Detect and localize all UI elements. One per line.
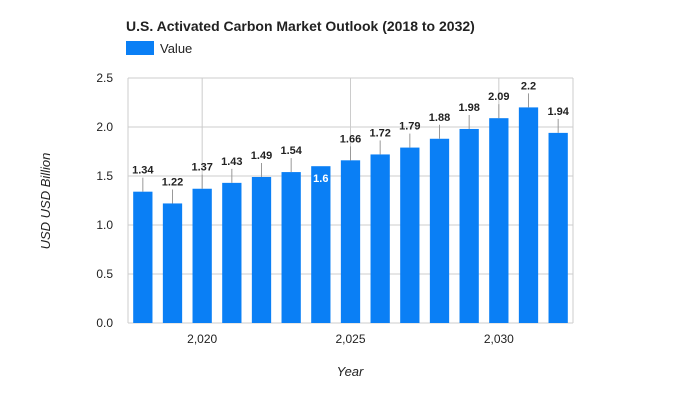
x-axis-ticks: 2,020 2,025 2,030 [187,332,514,346]
bar [489,118,509,324]
x-axis-title: Year [337,364,364,379]
bar [133,191,153,323]
y-tick-label: 2.5 [96,71,113,85]
y-tick-label: 1.0 [96,218,113,232]
bar [429,138,450,323]
bar [340,160,361,323]
legend-label: Value [160,40,193,56]
data-label: 1.37 [191,162,212,174]
y-axis-title: USD USD Billion [38,153,53,250]
data-label: 1.66 [340,133,361,145]
data-label: 1.54 [280,145,302,157]
bar [370,154,390,323]
bars [133,107,568,324]
y-tick-label: 0.0 [96,316,113,330]
bar [459,128,479,323]
data-label: 1.88 [429,112,450,124]
bar [192,188,212,323]
bar [251,176,272,323]
bar [548,132,568,323]
data-label: 1.49 [251,150,272,162]
bar [518,107,539,324]
legend: Value [126,40,192,56]
y-tick-label: 1.5 [96,169,113,183]
bar [281,172,301,323]
bar [162,203,183,323]
y-tick-label: 2.0 [96,120,113,134]
data-label: 1.6 [313,173,328,185]
data-label: 1.43 [221,156,242,168]
data-label: 1.94 [547,106,569,118]
bar [311,166,331,323]
data-label: 2.09 [488,91,509,103]
data-label: 1.72 [369,127,390,139]
x-tick-label: 2,030 [484,332,514,346]
data-label: 1.98 [458,102,479,114]
data-labels: 1.34 1.22 1.37 1.43 1.49 1.54 1.6 1.66 1.72 1.79 1… [132,80,570,204]
data-label: 1.22 [162,176,183,188]
y-axis-ticks: 0.0 0.5 1.0 1.5 2.0 2.5 [96,71,113,330]
x-tick-label: 2,020 [187,332,217,346]
bar [400,147,420,323]
data-label: 2.2 [521,80,536,92]
x-tick-label: 2,025 [335,332,365,346]
data-label: 1.34 [132,165,154,177]
data-label: 1.79 [399,121,420,133]
legend-swatch [126,41,154,55]
bar [222,182,242,323]
chart-title: U.S. Activated Carbon Market Outlook (20… [126,18,475,34]
y-tick-label: 0.5 [96,267,113,281]
